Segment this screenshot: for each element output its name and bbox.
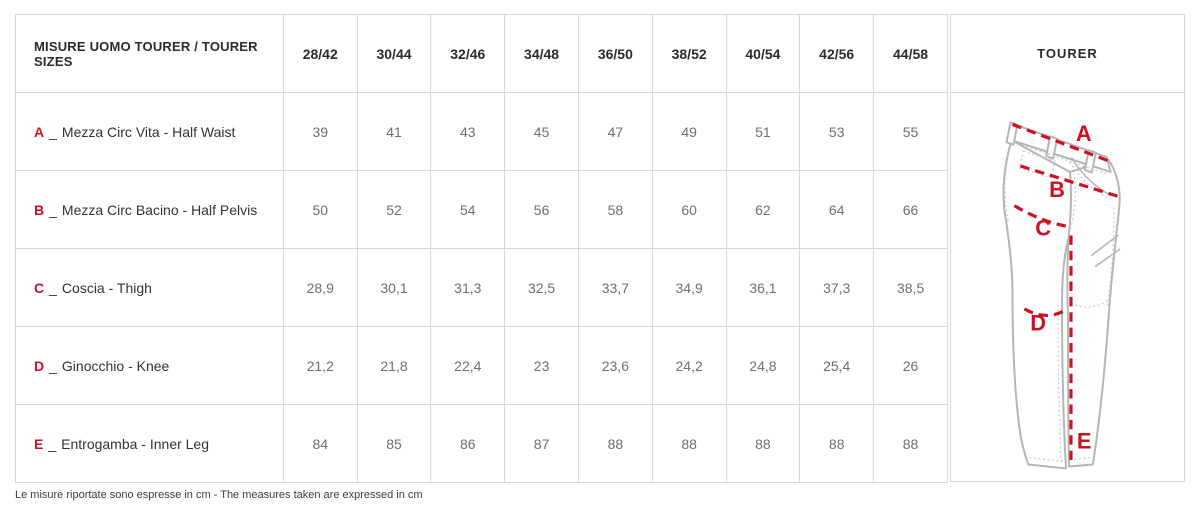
measure-value: 86 — [430, 404, 506, 483]
pants-illustration-icon: A B C D E — [1002, 121, 1121, 470]
measure-letter: D — [34, 357, 45, 374]
measure-value: 43 — [430, 92, 506, 171]
measure-value: 24,2 — [651, 326, 727, 405]
table-title: MISURE UOMO TOURER / TOURER SIZES — [15, 14, 284, 93]
measure-value: 23 — [504, 326, 579, 405]
measure-value: 32,5 — [504, 248, 579, 327]
size-column-header: 42/56 — [799, 14, 875, 93]
size-column-header: 44/58 — [873, 14, 948, 93]
row-label: D _ Ginocchio - Knee — [15, 326, 284, 405]
label-separator: _ — [49, 357, 57, 374]
row-label: C _ Coscia - Thigh — [15, 248, 284, 327]
size-column-header: 28/42 — [282, 14, 358, 93]
measure-value: 47 — [577, 92, 653, 171]
row-label: E _ Entrogamba - Inner Leg — [15, 404, 284, 483]
measure-value: 52 — [356, 170, 432, 249]
size-table: MISURE UOMO TOURER / TOURER SIZES 28/42 … — [15, 14, 948, 483]
measure-value: 24,8 — [725, 326, 801, 405]
measure-value: 66 — [873, 170, 948, 249]
measure-value: 37,3 — [799, 248, 875, 327]
marker-letter-c: C — [1035, 215, 1051, 240]
measure-value: 31,3 — [430, 248, 506, 327]
measure-value: 60 — [651, 170, 727, 249]
measure-value: 33,7 — [577, 248, 653, 327]
label-separator: _ — [49, 279, 57, 296]
pants-diagram: A B C D E — [951, 93, 1184, 481]
units-note: Le misure riportate sono espresse in cm … — [15, 489, 423, 501]
measure-value: 22,4 — [430, 326, 506, 405]
measure-value: 50 — [282, 170, 358, 249]
measure-row-thigh: C _ Coscia - Thigh 28,9 30,1 31,3 32,5 33,… — [15, 248, 948, 327]
marker-letter-a: A — [1076, 121, 1092, 146]
measure-value: 23,6 — [577, 326, 653, 405]
measure-value: 87 — [504, 404, 579, 483]
row-label: B _ Mezza Circ Bacino - Half Pelvis — [15, 170, 284, 249]
size-column-header: 32/46 — [430, 14, 506, 93]
measure-value: 88 — [799, 404, 875, 483]
measure-value: 88 — [873, 404, 948, 483]
measure-value: 62 — [725, 170, 801, 249]
size-column-header: 30/44 — [356, 14, 432, 93]
size-column-header: 40/54 — [725, 14, 801, 93]
measure-row-half-waist: A _ Mezza Circ Vita - Half Waist 39 41 43 … — [15, 92, 948, 171]
marker-letter-b: B — [1049, 177, 1065, 202]
label-separator: _ — [48, 435, 57, 452]
measure-value: 41 — [356, 92, 432, 171]
size-header-row: MISURE UOMO TOURER / TOURER SIZES 28/42 … — [15, 14, 948, 93]
tourer-diagram-panel: TOURER — [950, 14, 1185, 482]
measure-value: 58 — [577, 170, 653, 249]
measure-value: 39 — [282, 92, 358, 171]
measure-value: 51 — [725, 92, 801, 171]
size-column-header: 36/50 — [577, 14, 653, 93]
measure-letter: E — [34, 435, 44, 452]
measure-value: 56 — [504, 170, 579, 249]
measure-value: 84 — [282, 404, 358, 483]
measure-name: Mezza Circ Vita - Half Waist — [61, 123, 236, 140]
measure-value: 25,4 — [799, 326, 875, 405]
measure-value: 38,5 — [873, 248, 948, 327]
measure-row-knee: D _ Ginocchio - Knee 21,2 21,8 22,4 23 23,… — [15, 326, 948, 405]
measure-value: 54 — [430, 170, 506, 249]
measure-value: 21,2 — [282, 326, 358, 405]
diagram-title: TOURER — [951, 15, 1184, 93]
measure-value: 49 — [651, 92, 727, 171]
measure-name: Coscia - Thigh — [61, 279, 152, 296]
measure-name: Entrogamba - Inner Leg — [61, 435, 210, 452]
measure-name: Mezza Circ Bacino - Half Pelvis — [61, 201, 258, 218]
measure-value: 36,1 — [725, 248, 801, 327]
marker-letter-d: D — [1030, 311, 1046, 336]
row-label: A _ Mezza Circ Vita - Half Waist — [15, 92, 284, 171]
measure-value: 88 — [577, 404, 653, 483]
label-separator: _ — [49, 123, 57, 140]
measure-value: 85 — [356, 404, 432, 483]
measure-name: Ginocchio - Knee — [61, 357, 170, 374]
measure-value: 34,9 — [651, 248, 727, 327]
measure-value: 28,9 — [282, 248, 358, 327]
measure-value: 64 — [799, 170, 875, 249]
measure-value: 21,8 — [356, 326, 432, 405]
measure-value: 55 — [873, 92, 948, 171]
measure-value: 45 — [504, 92, 579, 171]
size-column-header: 38/52 — [651, 14, 727, 93]
measure-value: 88 — [651, 404, 727, 483]
measure-value: 26 — [873, 326, 948, 405]
marker-letter-e: E — [1077, 429, 1092, 454]
size-chart-section: MISURE UOMO TOURER / TOURER SIZES 28/42 … — [15, 14, 1185, 501]
size-chart-area: MISURE UOMO TOURER / TOURER SIZES 28/42 … — [15, 14, 1185, 483]
label-separator: _ — [49, 201, 57, 218]
measure-letter: C — [34, 279, 45, 296]
measure-row-half-pelvis: B _ Mezza Circ Bacino - Half Pelvis 50 52 … — [15, 170, 948, 249]
measure-row-inner-leg: E _ Entrogamba - Inner Leg 84 85 86 87 88 … — [15, 404, 948, 483]
measure-letter: B — [34, 201, 45, 218]
measure-value: 88 — [725, 404, 801, 483]
measure-letter: A — [34, 123, 45, 140]
measure-value: 30,1 — [356, 248, 432, 327]
measure-value: 53 — [799, 92, 875, 171]
size-column-header: 34/48 — [504, 14, 579, 93]
